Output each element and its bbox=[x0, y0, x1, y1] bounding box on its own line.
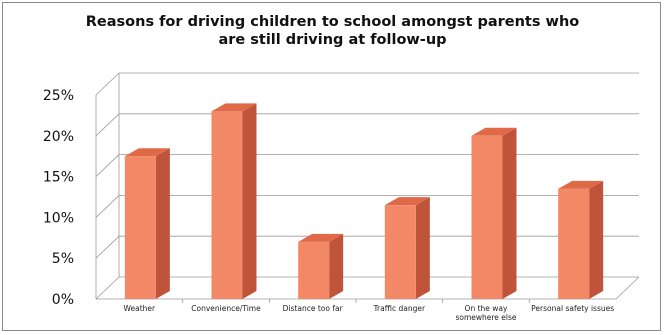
bar-side bbox=[329, 233, 344, 299]
bar bbox=[124, 156, 156, 299]
x-tick-label: Traffic danger bbox=[373, 304, 426, 313]
gridline-side bbox=[95, 72, 120, 96]
gridline-side bbox=[95, 195, 120, 218]
bar bbox=[211, 111, 243, 299]
bar-top bbox=[211, 103, 257, 112]
x-tick-label: On the way somewhere else bbox=[455, 304, 516, 322]
gridline-side bbox=[95, 154, 120, 177]
bar-top bbox=[471, 127, 517, 136]
bar-top bbox=[124, 148, 170, 157]
bar-side bbox=[415, 197, 430, 299]
gridline-side bbox=[95, 235, 120, 259]
bar-top bbox=[384, 197, 430, 206]
y-tick-label: 25% bbox=[43, 88, 74, 104]
bar bbox=[384, 205, 416, 299]
gridline-side bbox=[95, 276, 120, 300]
y-tick-label: 15% bbox=[43, 170, 74, 186]
bar-top bbox=[558, 180, 604, 189]
x-tick-label: Personal safety issues bbox=[531, 304, 614, 313]
chart-title: Reasons for driving children to school a… bbox=[85, 14, 580, 48]
bar-side bbox=[242, 103, 257, 299]
bar bbox=[471, 135, 503, 299]
y-tick-label: 5% bbox=[52, 251, 74, 267]
bar-side bbox=[589, 180, 604, 299]
x-tick-label: Distance too far bbox=[283, 304, 344, 313]
bar-top bbox=[298, 233, 344, 242]
bar bbox=[558, 188, 590, 299]
bar bbox=[298, 241, 330, 299]
bar-side bbox=[155, 148, 170, 299]
y-tick-label: 10% bbox=[43, 210, 74, 226]
y-tick-label: 0% bbox=[52, 292, 74, 308]
gridline-side bbox=[95, 113, 120, 137]
x-tick-label: Weather bbox=[124, 304, 156, 313]
x-tick-label: Convenience/Time bbox=[191, 304, 261, 313]
y-tick-label: 20% bbox=[43, 129, 74, 145]
floor-right-edge bbox=[615, 276, 640, 300]
bar-side bbox=[502, 127, 517, 299]
